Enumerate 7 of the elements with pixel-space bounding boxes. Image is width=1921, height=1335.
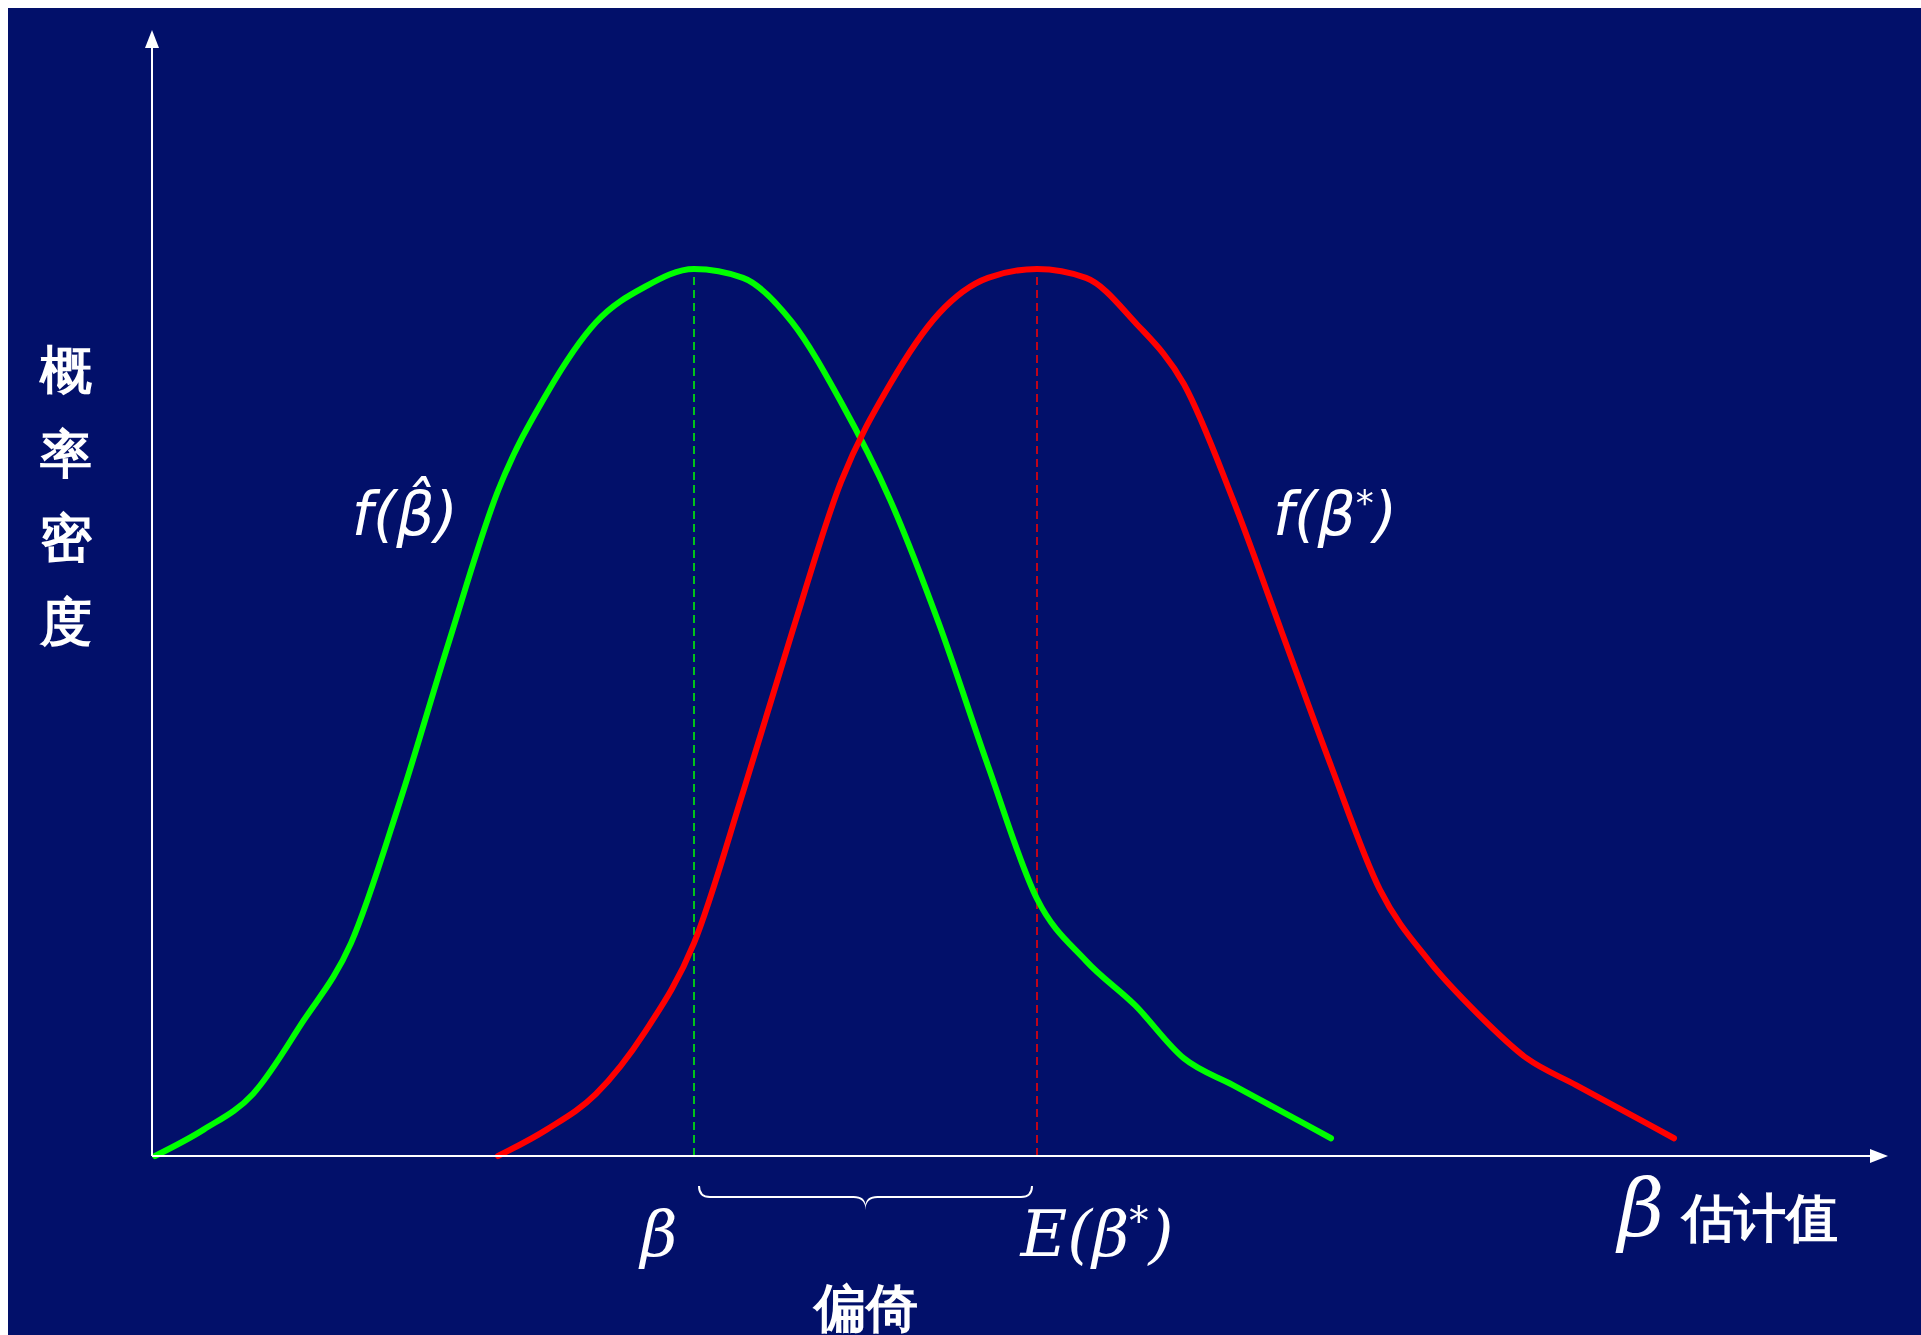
series-label: f(β$^{*}$) [1273,479,1398,550]
text: 偏倚 [811,1278,918,1335]
text: E(β$^{*}$) [1019,1197,1174,1271]
y-axis-title: 概率密度 [38,340,93,652]
x-axis-title: β 估计值 [1615,1162,1839,1255]
series-label: f(β̂) [351,476,458,550]
text: β [638,1197,678,1271]
